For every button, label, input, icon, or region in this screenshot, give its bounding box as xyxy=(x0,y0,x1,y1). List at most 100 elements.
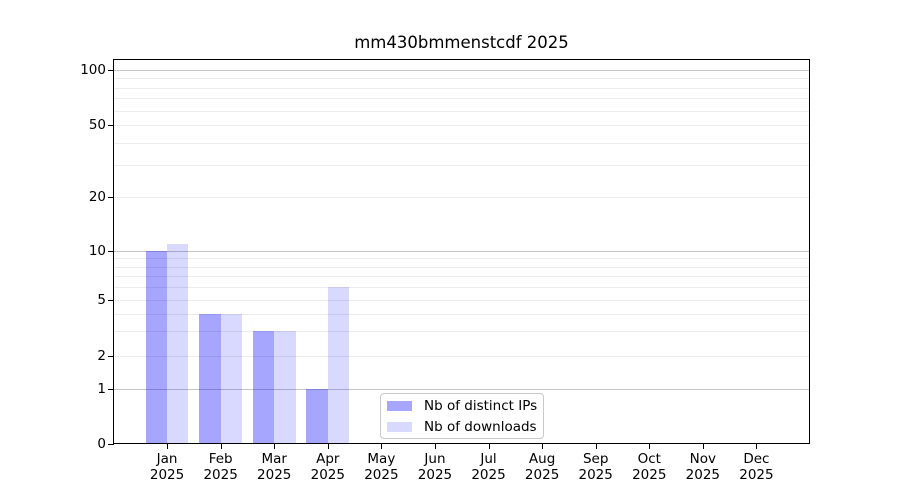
gridline-y-8 xyxy=(114,266,809,268)
plot-area xyxy=(113,59,810,444)
x-tick-month: Dec xyxy=(743,451,770,467)
x-tick-year: 2025 xyxy=(364,467,399,483)
x-tick-label-nov: Nov 2025 xyxy=(671,451,735,483)
gridline-y-7 xyxy=(114,276,809,278)
y-tick-mark-2 xyxy=(107,356,114,357)
legend: Nb of distinct IPs Nb of downloads xyxy=(380,393,544,439)
bar-downloads-feb xyxy=(220,313,243,444)
gridline-y-90 xyxy=(114,78,809,80)
x-tick-mark-jan xyxy=(167,443,169,449)
x-tick-month: Jan xyxy=(156,451,178,467)
x-tick-year: 2025 xyxy=(524,467,560,483)
y-tick-label-20: 20 xyxy=(88,189,106,205)
x-tick-label-sep: Sep 2025 xyxy=(564,451,628,483)
x-tick-label-jan: Jan 2025 xyxy=(135,451,199,483)
legend-item-1: Nb of downloads xyxy=(387,417,543,437)
chart-title: mm430bmmenstcdf 2025 xyxy=(354,33,569,52)
gridline-y-100 xyxy=(114,70,809,71)
x-tick-label-jun: Jun 2025 xyxy=(403,451,467,483)
x-tick-mark-may xyxy=(381,443,383,449)
x-tick-year: 2025 xyxy=(685,467,721,483)
gridline-y-4 xyxy=(114,313,809,315)
gridline-y-80 xyxy=(114,87,809,89)
x-tick-mark-aug xyxy=(542,443,544,449)
legend-item-0: Nb of distinct IPs xyxy=(387,396,543,416)
y-tick-mark-1 xyxy=(107,389,114,390)
y-tick-label-10: 10 xyxy=(88,243,106,259)
y-tick-label-5: 5 xyxy=(97,292,106,308)
x-tick-year: 2025 xyxy=(149,467,185,483)
bar-ips-mar xyxy=(252,331,275,444)
x-tick-year: 2025 xyxy=(632,467,667,483)
x-tick-month: Mar xyxy=(261,451,287,467)
x-tick-mark-nov xyxy=(702,443,704,449)
x-tick-year: 2025 xyxy=(471,467,506,483)
x-tick-year: 2025 xyxy=(310,467,345,483)
x-tick-label-feb: Feb 2025 xyxy=(189,451,253,483)
x-tick-month: Jul xyxy=(480,451,497,467)
x-tick-month: Feb xyxy=(208,451,233,467)
gridline-y-30 xyxy=(114,165,809,167)
gridline-y-2 xyxy=(114,356,809,357)
x-tick-mark-jun xyxy=(434,443,436,449)
x-tick-mark-apr xyxy=(327,443,329,449)
bar-ips-jan xyxy=(145,251,168,444)
y-tick-label-50: 50 xyxy=(88,117,106,133)
gridline-y-20 xyxy=(114,197,809,198)
x-tick-month: Jun xyxy=(424,451,446,467)
x-tick-month: May xyxy=(367,451,396,467)
x-tick-year: 2025 xyxy=(578,467,613,483)
y-tick-mark-20 xyxy=(107,197,114,198)
x-tick-label-may: May 2025 xyxy=(349,451,413,483)
gridline-y-50 xyxy=(114,125,809,126)
x-tick-year: 2025 xyxy=(417,467,453,483)
x-tick-label-jul: Jul 2025 xyxy=(457,451,521,483)
x-tick-label-mar: Mar 2025 xyxy=(242,451,306,483)
y-tick-mark-0 xyxy=(107,443,114,445)
bar-ips-feb xyxy=(199,313,221,444)
y-tick-mark-50 xyxy=(107,125,114,126)
y-tick-label-100: 100 xyxy=(80,62,106,78)
y-tick-mark-10 xyxy=(107,251,114,252)
y-tick-label-1: 1 xyxy=(97,381,106,397)
x-tick-month: Apr xyxy=(316,451,340,467)
y-tick-mark-100 xyxy=(107,70,114,71)
y-tick-label-0: 0 xyxy=(97,435,106,452)
y-tick-label-2: 2 xyxy=(97,348,106,364)
legend-label: Nb of downloads xyxy=(424,418,537,435)
x-tick-mark-mar xyxy=(274,443,276,449)
gridline-y-6 xyxy=(114,287,809,289)
gridline-y-70 xyxy=(114,98,809,100)
x-tick-year: 2025 xyxy=(257,467,292,483)
bar-downloads-jan xyxy=(167,243,189,444)
x-tick-month: Aug xyxy=(528,451,556,467)
legend-swatch-icon xyxy=(387,400,412,411)
bar-ips-apr xyxy=(306,389,328,444)
x-tick-mark-sep xyxy=(595,443,597,449)
gridline-y-9 xyxy=(114,258,809,260)
y-tick-mark-5 xyxy=(107,300,114,301)
gridline-y-5 xyxy=(114,300,809,301)
x-tick-mark-feb xyxy=(220,443,222,449)
legend-label: Nb of distinct IPs xyxy=(424,397,538,414)
x-tick-label-aug: Aug 2025 xyxy=(510,451,574,483)
gridline-y-10 xyxy=(114,251,809,252)
legend-swatch-icon xyxy=(387,421,412,432)
x-tick-label-oct: Oct 2025 xyxy=(617,451,681,483)
bar-downloads-mar xyxy=(274,331,296,444)
gridline-y-1 xyxy=(114,389,809,390)
gridline-y-40 xyxy=(114,142,809,144)
bar-downloads-apr xyxy=(327,287,350,444)
gridline-y-3 xyxy=(114,331,809,333)
x-tick-month: Nov xyxy=(689,451,717,467)
x-tick-mark-dec xyxy=(756,443,758,449)
gridline-y-60 xyxy=(114,110,809,112)
x-tick-month: Oct xyxy=(637,451,661,467)
x-tick-label-dec: Dec 2025 xyxy=(724,451,788,483)
x-tick-month: Sep xyxy=(582,451,609,467)
x-tick-year: 2025 xyxy=(203,467,238,483)
x-tick-mark-jul xyxy=(488,443,490,449)
x-tick-year: 2025 xyxy=(739,467,774,483)
x-tick-mark-oct xyxy=(649,443,651,449)
